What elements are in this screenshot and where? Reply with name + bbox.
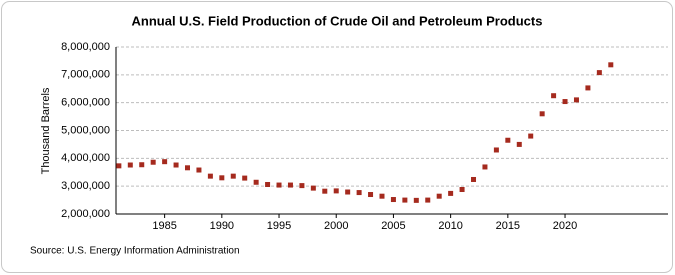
data-point: [230, 173, 236, 179]
data-point: [196, 167, 202, 173]
data-point: [448, 190, 454, 196]
source-note: Source: U.S. Energy Information Administ…: [30, 246, 240, 257]
y-tick-label: 3,000,000: [61, 180, 110, 192]
y-tick-label: 4,000,000: [61, 152, 110, 164]
chart-title: Annual U.S. Field Production of Crude Oi…: [132, 13, 543, 28]
data-point: [139, 162, 145, 168]
y-tick-label: 8,000,000: [61, 41, 110, 53]
data-point: [596, 70, 602, 76]
data-point: [173, 162, 179, 168]
x-tick-label: 2005: [381, 220, 405, 232]
x-tick-label: 2010: [438, 220, 462, 232]
data-point: [402, 197, 408, 203]
x-tick-label: 1985: [152, 220, 176, 232]
y-tick-label: 7,000,000: [61, 69, 110, 81]
data-point: [471, 176, 477, 182]
data-point: [356, 190, 362, 196]
data-point: [219, 175, 225, 181]
data-point: [287, 182, 293, 188]
data-point: [425, 197, 431, 203]
data-point: [345, 189, 351, 195]
data-point: [413, 197, 419, 203]
data-point: [185, 165, 191, 171]
data-point: [333, 188, 339, 194]
data-point: [150, 159, 156, 165]
y-tick-label: 6,000,000: [61, 97, 110, 109]
y-tick-label: 5,000,000: [61, 124, 110, 136]
data-point: [276, 182, 282, 188]
data-point: [242, 175, 248, 181]
y-axis-label: Thousand Barrels: [40, 87, 52, 174]
data-point: [505, 137, 511, 143]
data-point: [299, 183, 305, 189]
data-point: [379, 193, 385, 199]
data-point: [390, 197, 396, 203]
data-point: [207, 173, 213, 179]
data-point: [539, 111, 545, 117]
data-point: [482, 164, 488, 170]
data-point: [162, 159, 168, 165]
data-point: [436, 193, 442, 199]
data-point: [573, 97, 579, 103]
data-point: [528, 133, 534, 139]
x-tick-label: 2020: [553, 220, 577, 232]
data-point: [562, 99, 568, 105]
data-point: [551, 93, 557, 99]
x-tick-label: 1990: [210, 220, 234, 232]
data-point: [265, 181, 271, 187]
data-point: [127, 162, 133, 168]
y-tick-label: 2,000,000: [61, 208, 110, 220]
data-point: [116, 163, 122, 169]
data-point: [459, 187, 465, 193]
data-point: [493, 147, 499, 153]
data-point: [368, 192, 374, 198]
data-point: [322, 188, 328, 194]
data-point: [585, 85, 591, 91]
data-point: [516, 141, 522, 147]
x-tick-label: 2000: [324, 220, 348, 232]
data-point: [608, 62, 614, 68]
data-point: [253, 179, 259, 185]
data-point: [310, 185, 316, 191]
x-tick-label: 2015: [496, 220, 520, 232]
x-tick-label: 1995: [267, 220, 291, 232]
